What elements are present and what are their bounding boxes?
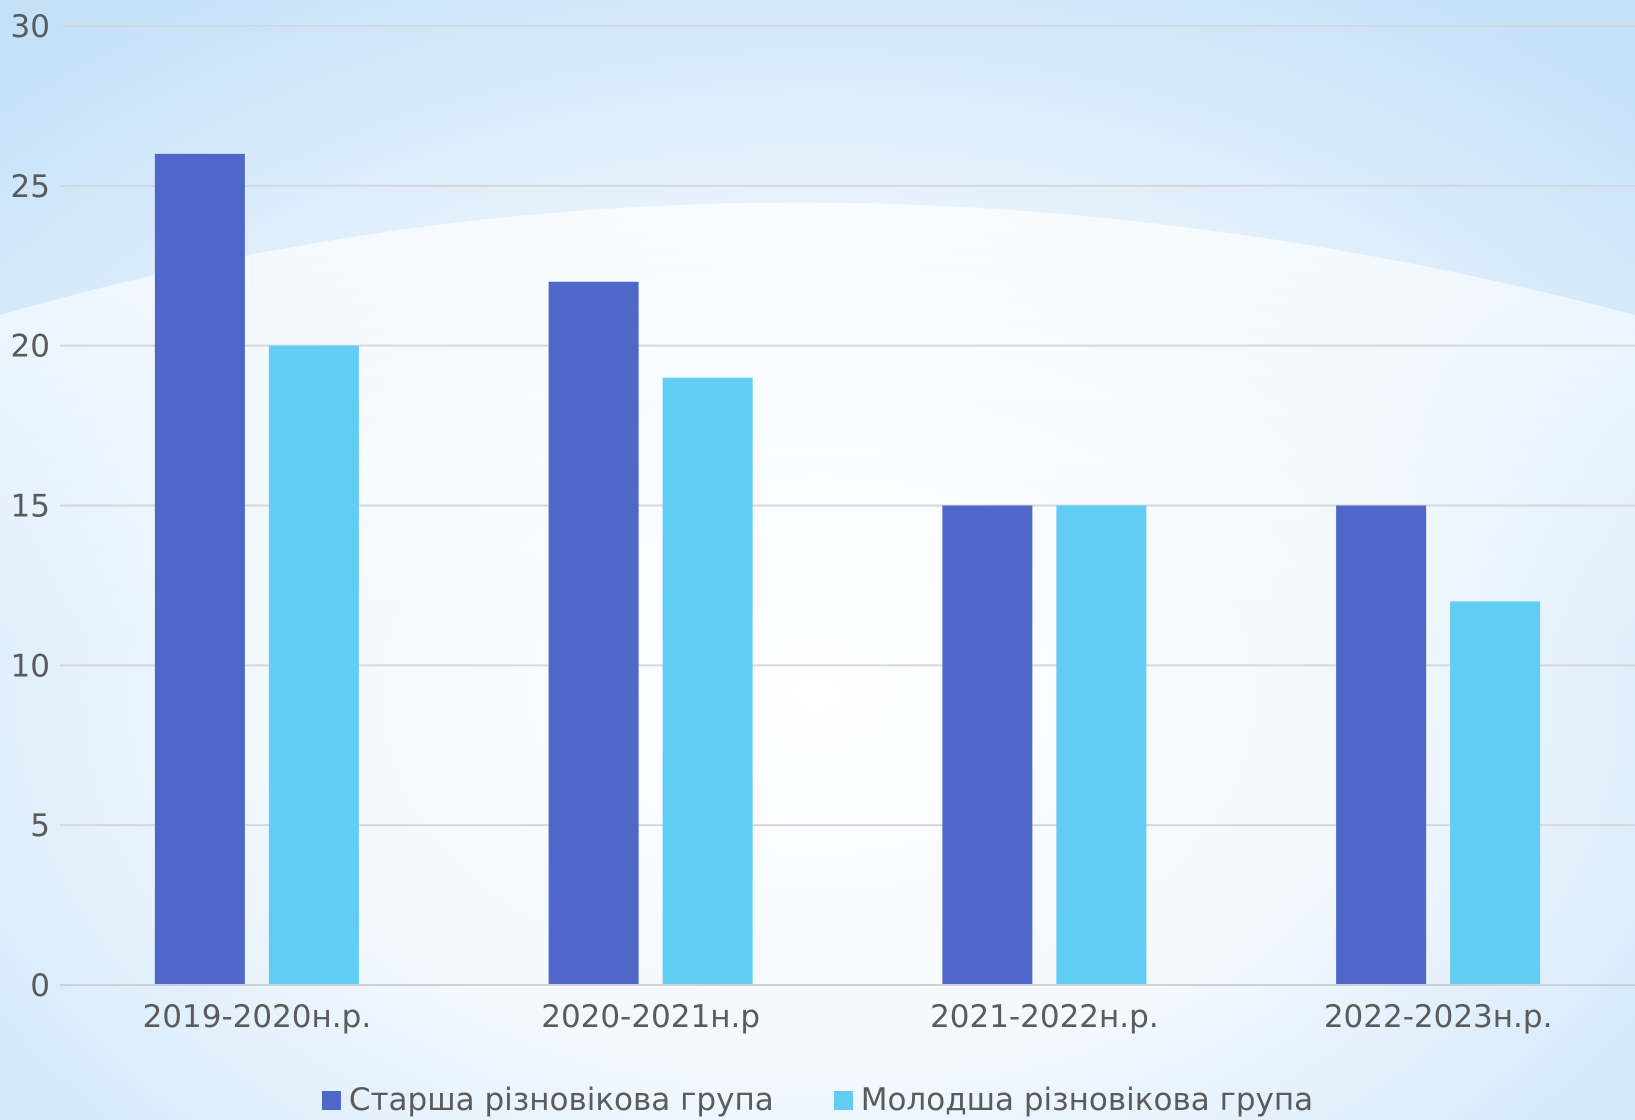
legend-label-series-1: Старша різновікова група — [348, 1082, 774, 1118]
bar-series-1-2 — [548, 281, 639, 985]
legend-item-series-2: Молодша різновікова група — [833, 1082, 1314, 1118]
y-tick-label-15: 15 — [11, 489, 50, 525]
y-tick-label-30: 30 — [11, 9, 50, 45]
bar-series-2-3 — [1056, 505, 1147, 985]
x-category-label-4: 2022-2023н.р. — [1324, 999, 1553, 1035]
bar-series-2-2 — [662, 377, 753, 986]
y-tick-label-10: 10 — [11, 648, 50, 684]
x-category-label-2: 2020-2021н.р — [541, 999, 760, 1035]
y-tick-label-0: 0 — [30, 968, 50, 1004]
bar-series-1-3 — [942, 505, 1033, 985]
bar-series-2-4 — [1450, 601, 1541, 985]
chart-legend: Старша різновікова група Молодша різнові… — [0, 1080, 1635, 1120]
y-axis-tick-labels: 0 5 10 15 20 25 30 — [11, 9, 50, 1004]
bars — [60, 153, 1635, 986]
legend-label-series-2: Молодша різновікова група — [860, 1082, 1314, 1118]
legend-swatch-series-2 — [833, 1090, 853, 1110]
bar-series-1-1 — [154, 153, 245, 985]
x-category-label-1: 2019-2020н.р. — [143, 999, 372, 1035]
bar-series-1-4 — [1336, 505, 1427, 985]
y-tick-label-5: 5 — [30, 808, 50, 844]
x-category-label-3: 2021-2022н.р. — [930, 999, 1159, 1035]
legend-item-series-1: Старша різновікова група — [321, 1082, 774, 1118]
y-tick-label-20: 20 — [11, 329, 50, 365]
y-tick-label-25: 25 — [11, 169, 50, 205]
x-axis-category-labels: 2019-2020н.р. 2020-2021н.р 2021-2022н.р. 20… — [143, 999, 1553, 1035]
legend-swatch-series-1 — [321, 1090, 341, 1110]
bar-series-2-1 — [268, 345, 359, 986]
